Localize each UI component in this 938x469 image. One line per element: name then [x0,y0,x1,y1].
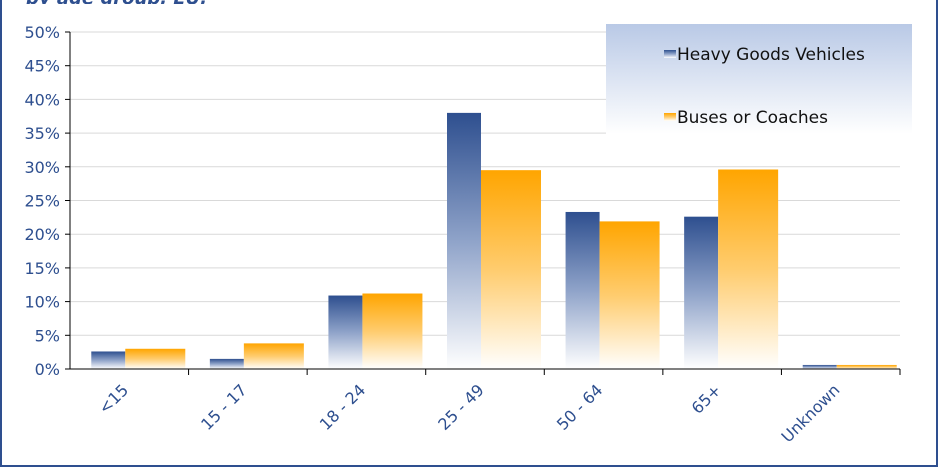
bar-heavy-goods-vehicles [91,351,126,369]
y-tick-label: 45% [24,57,60,76]
bar-buses-or-coaches [599,221,660,369]
legend-swatch [664,50,676,58]
bar-heavy-goods-vehicles [328,295,363,369]
y-tick-label: 30% [24,158,60,177]
chart-title-cropped: by age group, EU, [26,0,446,4]
legend-label: Buses or Coaches [677,108,828,128]
x-tick-label: 50 - 64 [553,380,607,434]
bar-heavy-goods-vehicles [447,112,481,369]
bar-buses-or-coaches [481,170,541,369]
bars [91,112,897,369]
legend-swatch [664,113,676,121]
bar-buses-or-coaches [718,169,779,369]
legend: Heavy Goods Vehicles Buses or Coaches [606,24,912,134]
legend-label: Heavy Goods Vehicles [677,45,865,65]
x-tick-label: 25 - 49 [434,380,488,434]
bar-heavy-goods-vehicles [802,364,837,369]
y-tick-label: 25% [24,192,60,211]
y-tick-label: 10% [24,293,60,312]
x-tick-label: <15 [95,380,132,417]
y-tick-label: 0% [35,360,60,379]
legend-box [606,24,912,134]
bar-buses-or-coaches [362,293,423,369]
y-tick-label: 5% [35,326,60,345]
bar-heavy-goods-vehicles [209,358,244,369]
bar-buses-or-coaches [243,343,304,369]
x-tick-label: 65+ [688,380,725,417]
bar-heavy-goods-vehicles [684,216,719,369]
axes [65,31,901,375]
y-tick-label: 20% [24,225,60,244]
x-tick-label: 15 - 17 [197,380,251,434]
x-tick-label: Unknown [778,380,844,446]
y-tick-label: 40% [24,90,60,109]
x-tick-label: 18 - 24 [316,380,370,434]
y-tick-label: 15% [24,259,60,278]
bar-buses-or-coaches [836,364,897,369]
y-tick-label: 50% [24,23,60,42]
bar-buses-or-coaches [125,348,186,369]
y-tick-label: 35% [24,124,60,143]
bar-heavy-goods-vehicles [565,211,600,369]
